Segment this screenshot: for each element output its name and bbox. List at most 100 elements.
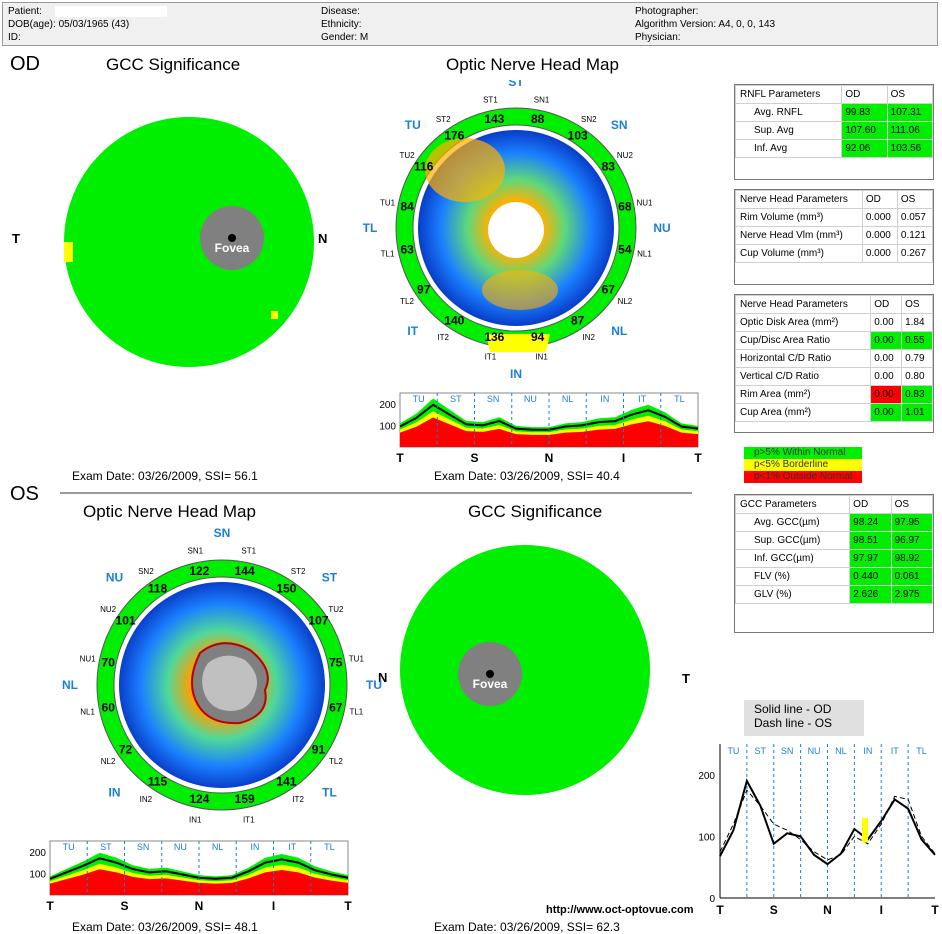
sector-id: NU2: [617, 151, 634, 160]
sector-value: 116: [414, 159, 434, 173]
patient-label: Patient:: [8, 6, 42, 17]
table-cell: Rim Area (mm²): [734, 385, 872, 404]
sector-id: TU2: [400, 151, 416, 160]
table-header: OD: [849, 495, 892, 514]
od-onh-hot-spot-2: [482, 270, 558, 310]
compare-legend: Solid line - OD Dash line - OS: [744, 700, 864, 736]
x-tick-label: T: [931, 903, 939, 917]
segment-label: IN: [863, 746, 872, 756]
footer-url[interactable]: http://www.oct-optovue.com: [546, 904, 694, 916]
od-solid-line: [719, 778, 936, 866]
table-cell: 0.55: [901, 331, 933, 350]
table-header-row: GCC Parameters OD OS: [734, 495, 934, 514]
table-cell: 0.000: [861, 208, 898, 227]
sector-value: 97: [417, 283, 431, 297]
segment-label: NU: [524, 394, 537, 404]
sector-value: 103: [568, 129, 588, 143]
quadrant-label: TU: [405, 118, 421, 132]
table-cell: 0.00: [870, 313, 903, 332]
table-cell: 2.975: [890, 585, 934, 604]
sector-id: SN2: [581, 115, 597, 124]
x-tick-label: I: [880, 903, 883, 917]
sector-id: TL1: [349, 708, 363, 717]
sector-id: ST1: [241, 547, 256, 556]
quadrant-label: TL: [322, 785, 337, 799]
table-row: Rim Area (mm²) 0.00 0.83: [734, 385, 933, 404]
os-fovea-label: Fovea: [473, 677, 508, 691]
sector-id: SN1: [534, 96, 550, 105]
x-tick-label: T: [344, 899, 352, 913]
segment-label: TU: [727, 746, 739, 756]
sector-id: TL2: [400, 297, 414, 306]
sector-id: IN1: [535, 352, 548, 361]
segment-label: NL: [835, 746, 847, 756]
patient-header: Patient: DOB(age): 05/03/1965 (43) ID: D…: [2, 2, 938, 46]
sector-id: SN2: [138, 567, 154, 576]
sector-value: 159: [235, 792, 255, 806]
table-cell: 0.80: [901, 367, 933, 386]
table-cell: 98.24: [849, 513, 892, 532]
legend-dash: Dash line - OS: [754, 716, 833, 730]
x-tick-label: I: [622, 451, 625, 465]
od-gcc-title: GCC Significance: [106, 55, 241, 74]
table-row: Optic Disk Area (mm²) 0.00 1.84: [734, 313, 933, 332]
sector-value: 54: [618, 243, 632, 257]
table-header: OS: [901, 295, 933, 314]
sector-id: IN2: [140, 795, 153, 804]
table-cell: 98.51: [849, 531, 892, 550]
segment-label: ST: [755, 746, 767, 756]
sector-id: IT2: [437, 333, 449, 342]
table-row: Vertical C/D Ratio 0.00 0.80: [734, 367, 933, 386]
x-tick-label: T: [716, 903, 724, 917]
segment-label: TU: [63, 842, 75, 852]
segment-label: TL: [324, 842, 335, 852]
od-onh-exam-date: Exam Date: 03/26/2009, SSI= 40.4: [434, 469, 620, 483]
table-row: Cup Volume (mm³) 0.000 0.267: [735, 244, 934, 263]
table-cell: Sup. GCC(µm): [734, 531, 851, 550]
segment-label: TL: [674, 394, 685, 404]
sector-id: IT2: [292, 795, 304, 804]
os-onh-cup: [202, 655, 258, 711]
table-row: Sup. Avg 107.60 111.06: [734, 121, 934, 140]
sector-value: 87: [571, 313, 585, 327]
os-gcc-title: GCC Significance: [468, 502, 603, 521]
segment-label: SN: [781, 746, 794, 756]
table-cell: 0.440: [849, 567, 892, 586]
sector-id: ST2: [291, 567, 306, 576]
od-gcc-exam-date: Exam Date: 03/26/2009, SSI= 56.1: [72, 469, 258, 483]
table-cell: Inf. GCC(µm): [734, 549, 851, 568]
sector-id: NL2: [618, 297, 633, 306]
sector-value: 67: [329, 701, 343, 715]
sector-id: NL2: [101, 757, 116, 766]
segment-label: NL: [212, 842, 224, 852]
sector-id: NU2: [100, 605, 117, 614]
segment-label: NU: [808, 746, 821, 756]
table-cell: Avg. GCC(µm): [734, 513, 851, 532]
segment-label: IT: [638, 394, 647, 404]
gcc-parameters-table: GCC Parameters OD OS Avg. GCC(µm) 98.24 97.9…: [734, 494, 934, 633]
od-onh-hot-spot: [425, 138, 505, 202]
sector-value: 144: [235, 564, 255, 578]
segment-label: IN: [600, 394, 609, 404]
x-tick-label: I: [272, 899, 275, 913]
segment-label: SN: [137, 842, 150, 852]
sector-id: TU2: [328, 605, 344, 614]
segment-label: IT: [891, 746, 900, 756]
table-row: FLV (%) 0.440 0.061: [734, 567, 934, 586]
x-tick-label: T: [46, 899, 54, 913]
table-header: OD: [841, 85, 888, 104]
table-cell: Inf. Avg: [734, 139, 843, 158]
table-cell: 111.06: [886, 121, 934, 140]
legend-borderline: p<5% Borderline: [744, 459, 862, 471]
quadrant-label: TU: [366, 678, 382, 692]
sector-value: 68: [618, 199, 632, 213]
table-cell: Sup. Avg: [734, 121, 843, 140]
od-fovea-dot: [228, 234, 236, 242]
y-tick-label: 200: [698, 771, 715, 782]
table-row: Avg. GCC(µm) 98.24 97.95: [734, 513, 934, 532]
significance-legend: p>5% Within Normal p<5% Borderline p<1% …: [744, 447, 862, 483]
od-gcc-normal-area: [64, 117, 314, 367]
sector-value: 143: [484, 112, 504, 126]
